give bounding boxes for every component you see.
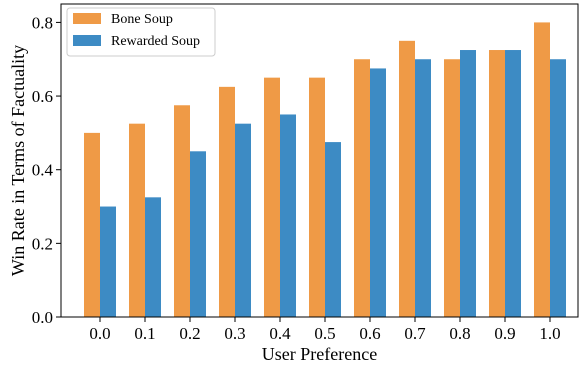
rewarded-soup-bar-0.1	[145, 197, 161, 317]
x-tick-label: 0.2	[179, 324, 200, 343]
rewarded-soup-bar-0.5	[325, 142, 341, 317]
rewarded-soup-bar-0.8	[460, 50, 476, 317]
x-tick-label: 0.4	[269, 324, 291, 343]
x-tick-label: 0.3	[224, 324, 245, 343]
bone-soup-bar-0.9	[489, 50, 505, 317]
bone-soup-bar-0.4	[264, 77, 280, 317]
rewarded-soup-bar-0.4	[280, 114, 296, 318]
legend-box	[66, 7, 216, 57]
bone-soup-bar-0.6	[354, 59, 370, 318]
bone-soup-bar-0.5	[309, 77, 325, 317]
rewarded-soup-bar-0.6	[370, 68, 386, 317]
bone-soup-bar-0.3	[219, 86, 235, 318]
legend-swatch	[73, 35, 101, 46]
x-tick-label: 0.5	[314, 324, 335, 343]
x-tick-label: 0.6	[359, 324, 380, 343]
bone-soup-bar-1.0	[534, 22, 550, 317]
legend: Bone Soup Rewarded Soup	[66, 7, 216, 57]
x-axis: 0.0 0.1 0.2 0.3 0.4 0.5 0.6 0.7 0.8 0.9 1.0	[89, 317, 561, 343]
x-tick-label: 0.0	[89, 324, 110, 343]
rewarded-soup-bar-1.0	[550, 59, 566, 318]
legend-label: Bone Soup	[111, 12, 173, 27]
bone-soup-bar-0.2	[174, 105, 190, 317]
y-tick-label: 0.8	[32, 13, 53, 32]
bone-soup-bar-0.1	[129, 123, 145, 317]
legend-label: Rewarded Soup	[111, 34, 200, 49]
y-tick-label: 0.2	[32, 234, 53, 253]
plot-frame	[60, 3, 579, 318]
y-tick-label: 0.4	[32, 161, 54, 180]
y-tick-label: 0.6	[32, 87, 53, 106]
rewarded-soup-bar-0.9	[505, 50, 521, 317]
bone-soup-bar-0.7	[399, 40, 415, 318]
bars-group	[84, 22, 566, 318]
y-tick-label: 0.0	[32, 308, 53, 327]
x-tick-label: 0.9	[494, 324, 515, 343]
x-axis-label: User Preference	[262, 344, 377, 364]
legend-swatch	[73, 13, 101, 24]
bone-soup-bar-0.0	[84, 132, 100, 317]
rewarded-soup-bar-0.2	[190, 151, 206, 317]
rewarded-soup-bar-0.0	[100, 206, 116, 317]
rewarded-soup-bar-0.7	[415, 59, 431, 318]
y-axis-label: Win Rate in Terms of Factuality	[8, 45, 28, 276]
x-tick-label: 1.0	[539, 324, 560, 343]
x-tick-label: 0.1	[134, 324, 155, 343]
rewarded-soup-bar-0.3	[235, 123, 251, 317]
x-tick-label: 0.7	[404, 324, 426, 343]
x-tick-label: 0.8	[449, 324, 470, 343]
bone-soup-bar-0.8	[444, 59, 460, 318]
y-axis: 0.0 0.2 0.4 0.6 0.8	[32, 13, 61, 327]
